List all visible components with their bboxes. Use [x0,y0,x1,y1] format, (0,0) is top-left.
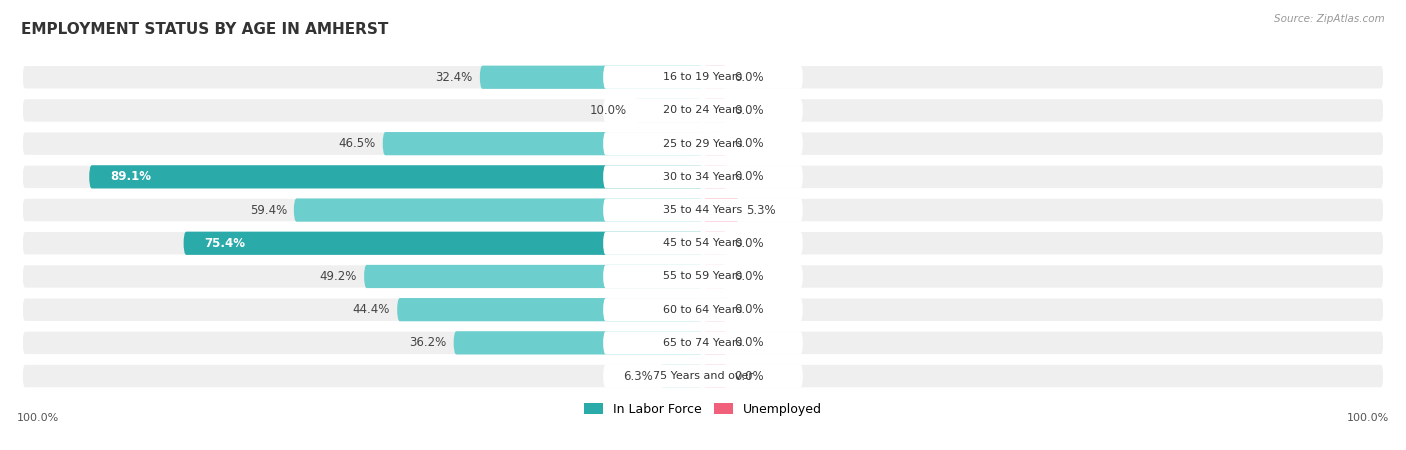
FancyBboxPatch shape [703,364,727,388]
FancyBboxPatch shape [364,265,703,288]
Legend: In Labor Force, Unemployed: In Labor Force, Unemployed [579,397,827,421]
Text: 55 to 59 Years: 55 to 59 Years [664,271,742,281]
FancyBboxPatch shape [634,99,703,122]
Text: 44.4%: 44.4% [353,303,391,316]
Text: EMPLOYMENT STATUS BY AGE IN AMHERST: EMPLOYMENT STATUS BY AGE IN AMHERST [21,22,388,37]
FancyBboxPatch shape [703,265,727,288]
Text: 0.0%: 0.0% [734,237,763,250]
FancyBboxPatch shape [603,265,803,288]
Text: 0.0%: 0.0% [734,303,763,316]
Text: 75 Years and over: 75 Years and over [652,371,754,381]
Text: 5.3%: 5.3% [747,203,776,216]
FancyBboxPatch shape [396,298,703,321]
FancyBboxPatch shape [21,330,1385,356]
FancyBboxPatch shape [21,130,1385,157]
Text: 20 to 24 Years: 20 to 24 Years [664,105,742,116]
FancyBboxPatch shape [184,232,703,255]
Text: 0.0%: 0.0% [734,137,763,150]
FancyBboxPatch shape [603,298,803,321]
Text: 0.0%: 0.0% [734,104,763,117]
FancyBboxPatch shape [603,66,803,89]
FancyBboxPatch shape [21,363,1385,389]
Text: 0.0%: 0.0% [734,336,763,349]
Text: 36.2%: 36.2% [409,336,447,349]
FancyBboxPatch shape [603,331,803,355]
FancyBboxPatch shape [703,132,727,155]
Text: 10.0%: 10.0% [591,104,627,117]
FancyBboxPatch shape [603,232,803,255]
FancyBboxPatch shape [703,298,727,321]
Text: 49.2%: 49.2% [319,270,357,283]
FancyBboxPatch shape [703,232,727,255]
Text: 0.0%: 0.0% [734,71,763,84]
Text: 6.3%: 6.3% [623,369,652,382]
Text: 100.0%: 100.0% [1347,413,1389,423]
Text: 100.0%: 100.0% [17,413,59,423]
FancyBboxPatch shape [603,99,803,122]
FancyBboxPatch shape [21,64,1385,90]
Text: 60 to 64 Years: 60 to 64 Years [664,305,742,315]
FancyBboxPatch shape [21,197,1385,223]
Text: Source: ZipAtlas.com: Source: ZipAtlas.com [1274,14,1385,23]
Text: 89.1%: 89.1% [110,171,150,183]
Text: 45 to 54 Years: 45 to 54 Years [664,238,742,248]
FancyBboxPatch shape [603,198,803,222]
FancyBboxPatch shape [703,165,727,189]
FancyBboxPatch shape [89,165,703,189]
FancyBboxPatch shape [703,331,727,355]
FancyBboxPatch shape [382,132,703,155]
FancyBboxPatch shape [659,364,703,388]
FancyBboxPatch shape [21,98,1385,123]
FancyBboxPatch shape [603,165,803,189]
FancyBboxPatch shape [21,230,1385,256]
FancyBboxPatch shape [703,198,740,222]
FancyBboxPatch shape [21,264,1385,289]
Text: 16 to 19 Years: 16 to 19 Years [664,72,742,82]
Text: 65 to 74 Years: 65 to 74 Years [664,338,742,348]
Text: 35 to 44 Years: 35 to 44 Years [664,205,742,215]
Text: 25 to 29 Years: 25 to 29 Years [664,139,742,148]
FancyBboxPatch shape [21,164,1385,190]
FancyBboxPatch shape [294,198,703,222]
FancyBboxPatch shape [703,66,727,89]
FancyBboxPatch shape [454,331,703,355]
Text: 0.0%: 0.0% [734,369,763,382]
FancyBboxPatch shape [603,132,803,155]
Text: 46.5%: 46.5% [339,137,375,150]
Text: 0.0%: 0.0% [734,171,763,183]
Text: 59.4%: 59.4% [250,203,287,216]
Text: 75.4%: 75.4% [204,237,245,250]
Text: 0.0%: 0.0% [734,270,763,283]
FancyBboxPatch shape [603,364,803,388]
FancyBboxPatch shape [479,66,703,89]
Text: 32.4%: 32.4% [436,71,472,84]
FancyBboxPatch shape [703,99,727,122]
FancyBboxPatch shape [21,297,1385,323]
Text: 30 to 34 Years: 30 to 34 Years [664,172,742,182]
